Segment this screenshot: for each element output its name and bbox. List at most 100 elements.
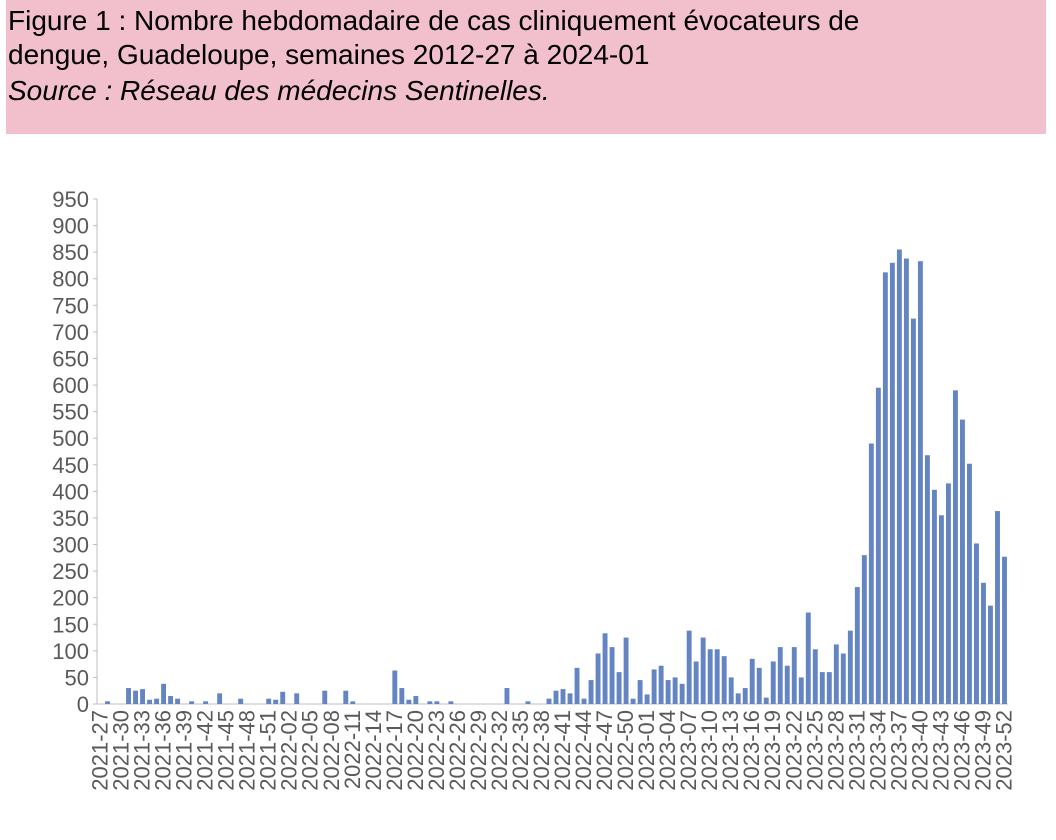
y-tick-label: 750 — [52, 293, 89, 318]
bar — [749, 658, 755, 704]
x-tick-label: 2023-37 — [886, 710, 911, 791]
x-tick-label: 2022-38 — [529, 710, 554, 791]
x-tick-label: 2022-44 — [571, 710, 596, 791]
bar — [322, 690, 328, 704]
y-tick-label: 550 — [52, 400, 89, 425]
x-tick-label: 2022-32 — [487, 710, 512, 791]
y-tick-label: 650 — [52, 346, 89, 371]
bar — [399, 688, 405, 704]
bar — [448, 701, 454, 704]
bar — [917, 261, 923, 704]
bar — [931, 489, 937, 704]
bar — [672, 677, 678, 704]
x-tick-label: 2023-31 — [844, 710, 869, 791]
x-tick-label: 2022-35 — [508, 710, 533, 791]
bar — [833, 644, 839, 704]
y-tick-label: 800 — [52, 267, 89, 292]
bar — [406, 699, 412, 704]
bar — [847, 630, 853, 704]
x-tick-label: 2023-19 — [760, 710, 785, 791]
y-tick-label: 100 — [52, 639, 89, 664]
bar — [875, 387, 881, 704]
y-tick-label: 300 — [52, 533, 89, 558]
x-tick-label: 2023-25 — [802, 710, 827, 791]
x-tick-label: 2022-29 — [466, 710, 491, 791]
y-tick-label: 400 — [52, 479, 89, 504]
bar — [967, 463, 972, 704]
x-tick-label: 2023-22 — [781, 710, 806, 791]
x-tick-label: 2023-49 — [970, 710, 995, 791]
y-tick-label: 450 — [52, 453, 89, 478]
x-tick-label: 2021-30 — [109, 710, 134, 791]
bar — [995, 511, 1000, 704]
y-tick-label: 600 — [52, 373, 89, 398]
bar — [686, 630, 692, 704]
bar — [126, 688, 131, 704]
bar — [602, 633, 608, 704]
bar — [819, 672, 825, 704]
bar — [938, 515, 944, 704]
bar — [812, 649, 818, 704]
x-tick-label: 2023-04 — [655, 710, 680, 791]
x-tick-label: 2021-45 — [214, 710, 239, 791]
x-tick-label: 2022-20 — [403, 710, 428, 791]
x-tick-label: 2022-17 — [382, 710, 407, 791]
bar — [343, 690, 349, 704]
bar — [294, 693, 300, 704]
bar — [273, 699, 279, 704]
x-tick-label: 2023-16 — [739, 710, 764, 791]
bar — [721, 656, 727, 704]
y-tick-label: 700 — [52, 320, 89, 345]
bar — [679, 683, 685, 704]
x-tick-label: 2023-52 — [991, 710, 1016, 791]
bar — [581, 698, 587, 704]
x-tick-label: 2022-47 — [592, 710, 617, 791]
y-tick-label: 900 — [52, 214, 89, 239]
bar — [889, 262, 895, 704]
bar — [567, 693, 573, 704]
chart-source: Source : Réseau des médecins Sentinelles… — [8, 75, 550, 106]
bar — [504, 688, 510, 704]
bar — [798, 677, 804, 704]
chart-title: Figure 1 : Nombre hebdomadaire de cas cl… — [8, 5, 859, 36]
chart-subtitle: dengue, Guadeloupe, semaines 2012-27 à 2… — [8, 39, 649, 70]
bar — [882, 272, 888, 704]
x-tick-label: 2022-41 — [550, 710, 575, 791]
x-tick-label: 2021-51 — [256, 710, 281, 791]
x-tick-label: 2022-50 — [613, 710, 638, 791]
bar — [658, 665, 664, 704]
x-tick-label: 2023-34 — [865, 710, 890, 791]
bar — [959, 419, 965, 704]
bar — [693, 661, 699, 704]
x-tick-label: 2023-46 — [949, 710, 974, 791]
bar — [630, 698, 636, 704]
bar — [105, 701, 110, 704]
bar — [1002, 556, 1007, 704]
bar — [595, 653, 601, 704]
y-tick-label: 0 — [77, 692, 89, 717]
x-tick-label: 2022-26 — [445, 710, 470, 791]
header-box — [6, 0, 1046, 134]
bar — [546, 698, 552, 704]
bar — [560, 689, 566, 704]
y-tick-label: 50 — [65, 665, 89, 690]
bar — [974, 543, 979, 704]
bar — [217, 693, 223, 704]
bar — [981, 582, 986, 704]
bar — [945, 483, 951, 704]
x-tick-label: 2023-07 — [676, 710, 701, 791]
bar — [147, 699, 153, 704]
bar — [168, 696, 174, 704]
bar — [763, 697, 769, 704]
x-tick-label: 2021-33 — [130, 710, 155, 791]
bar — [924, 455, 930, 704]
x-tick-label: 2023-10 — [697, 710, 722, 791]
y-tick-label: 350 — [52, 506, 89, 531]
bar — [637, 680, 643, 704]
bar — [203, 701, 209, 704]
bar — [140, 689, 146, 704]
x-tick-label: 2023-28 — [823, 710, 848, 791]
bar — [133, 690, 138, 704]
bar — [665, 680, 671, 704]
